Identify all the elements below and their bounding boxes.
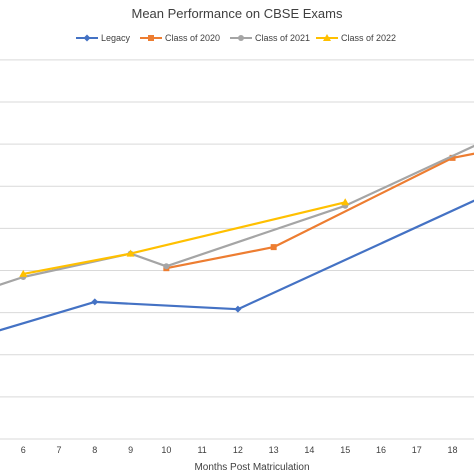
legend-item: Class of 2020	[140, 33, 220, 43]
x-tick-label: 13	[269, 445, 279, 455]
x-tick-label: 7	[57, 445, 62, 455]
x-axis-title: Months Post Matriculation	[194, 462, 309, 473]
x-tick-label: 15	[340, 445, 350, 455]
x-tick-label: 9	[128, 445, 133, 455]
gridlines	[0, 59, 474, 440]
legend-marker	[148, 35, 154, 41]
series-3	[19, 198, 350, 277]
x-tick-label: 12	[233, 445, 243, 455]
x-tick-label: 10	[161, 445, 171, 455]
data-point	[91, 298, 99, 306]
legend-label: Class of 2021	[255, 33, 310, 43]
legend: Legacy Class of 2020 Class of 2021 Class of…	[76, 33, 396, 43]
legend-item: Class of 2021	[230, 33, 310, 43]
legend-marker	[323, 34, 331, 41]
x-axis-ticks: 6 7 8 9 10 11 12 13 14 15 16 17 18	[21, 445, 458, 455]
series-line	[0, 199, 474, 332]
x-tick-label: 8	[92, 445, 97, 455]
data-point	[341, 198, 350, 206]
data-point	[270, 244, 277, 251]
legend-label: Class of 2022	[341, 33, 396, 43]
legend-label: Legacy	[101, 33, 131, 43]
series-0	[0, 199, 474, 332]
x-tick-label: 17	[412, 445, 422, 455]
data-point	[234, 305, 242, 313]
chart-title: Mean Performance on CBSE Exams	[132, 6, 343, 21]
data-point	[126, 249, 135, 257]
x-tick-label: 11	[197, 445, 206, 455]
data-point	[163, 263, 170, 270]
legend-marker	[238, 35, 244, 41]
legend-item: Legacy	[76, 33, 131, 43]
legend-label: Class of 2020	[165, 33, 220, 43]
x-tick-label: 18	[448, 445, 458, 455]
series-1	[163, 152, 474, 272]
data-point	[449, 154, 456, 161]
series-layer	[0, 144, 474, 332]
series-line	[165, 152, 474, 270]
series-line	[0, 144, 474, 286]
data-point	[19, 269, 28, 277]
x-tick-label: 16	[376, 445, 386, 455]
legend-item: Class of 2022	[316, 33, 396, 43]
series-line	[22, 201, 347, 275]
x-tick-label: 6	[21, 445, 26, 455]
x-tick-label: 14	[304, 445, 314, 455]
legend-marker	[83, 34, 91, 42]
